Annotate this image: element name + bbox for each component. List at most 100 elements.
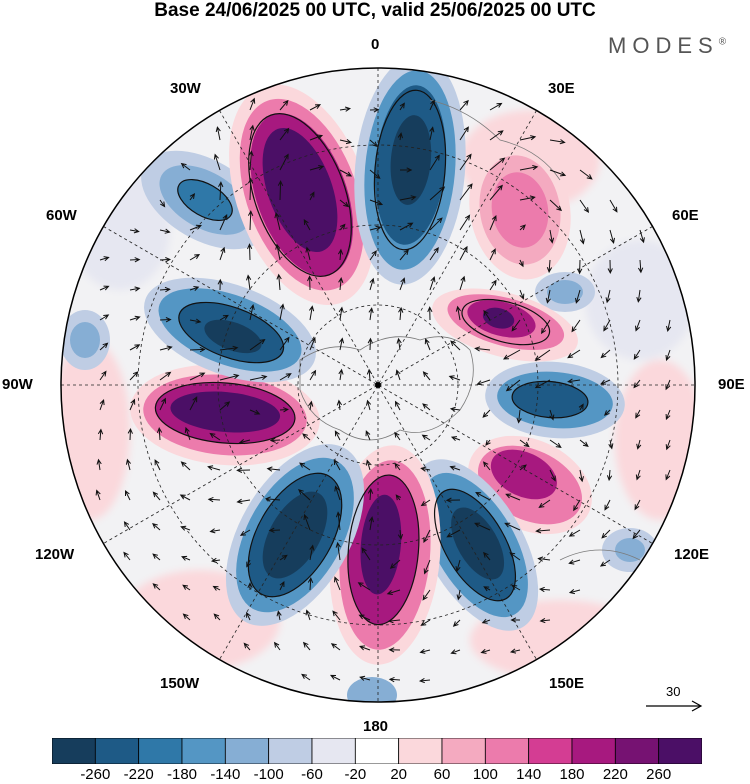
wind-arrow	[459, 245, 468, 261]
wind-arrow	[189, 372, 206, 381]
colorbar-swatch	[52, 738, 96, 764]
wind-arrow	[279, 554, 288, 561]
coastlines	[299, 99, 641, 561]
wind-arrow	[579, 439, 589, 448]
wind-arrow	[247, 210, 254, 231]
wind-arrow	[427, 306, 433, 321]
wind-arrow	[236, 467, 251, 473]
wind-arrow	[338, 337, 345, 351]
wind-arrow	[159, 345, 173, 351]
colorbar-swatch	[224, 738, 270, 764]
wind-arrow	[519, 195, 536, 201]
wind-arrow	[571, 319, 581, 333]
wind-arrow	[357, 582, 371, 591]
wind-arrow	[578, 403, 584, 411]
wind-arrow	[269, 437, 281, 443]
wind-arrow	[429, 154, 440, 171]
wind-arrow	[394, 431, 401, 441]
wind-arrow	[549, 469, 556, 482]
wind-arrow	[368, 516, 374, 531]
wind-arrow	[395, 494, 402, 501]
wind-arrow	[189, 346, 206, 353]
wind-arrow	[339, 106, 352, 112]
reference-vector-arrow	[646, 700, 703, 712]
colorbar-tick-label: 100	[472, 766, 498, 783]
wind-arrow	[474, 346, 491, 352]
wind-arrow	[489, 279, 497, 291]
wind-arrow	[395, 369, 401, 381]
colorbar-swatch	[484, 738, 530, 764]
wind-arrow	[397, 132, 403, 141]
colorbar-swatch	[268, 738, 313, 764]
wind-arrow	[243, 642, 251, 651]
wind-arrow	[420, 499, 431, 507]
wind-arrow	[665, 349, 671, 362]
wind-arrow	[152, 583, 161, 591]
wind-arrow	[549, 439, 562, 449]
wind-arrow	[422, 403, 431, 411]
wind-arrow	[249, 97, 256, 111]
wind-arrow	[152, 522, 161, 531]
wind-arrow	[189, 254, 201, 261]
wind-arrow	[279, 127, 290, 141]
wind-arrow	[219, 214, 228, 231]
wind-arrow	[600, 379, 611, 385]
wind-arrow	[210, 557, 221, 564]
wind-arrow	[152, 491, 161, 501]
wind-arrow	[95, 489, 101, 501]
north-pole-marker	[375, 382, 381, 388]
wind-arrow	[209, 528, 221, 534]
wind-arrow	[309, 165, 325, 171]
wind-arrow	[637, 259, 644, 274]
wind-arrow	[489, 215, 497, 231]
wind-arrow	[129, 344, 141, 351]
wind-arrow	[219, 314, 229, 321]
wind-arrow	[483, 551, 491, 561]
colorbar-tick-label: -180	[166, 766, 198, 783]
wind-arrow	[99, 399, 105, 411]
wind-arrow	[159, 286, 171, 293]
colorbar-swatch	[311, 738, 356, 764]
wind-arrow	[129, 286, 141, 292]
colorbar-swatch	[528, 738, 573, 764]
wind-arrow	[338, 276, 344, 291]
colorbar-tick-label: -140	[210, 766, 241, 783]
wind-arrow	[429, 186, 446, 201]
wind-arrow	[476, 379, 491, 386]
wind-arrow	[369, 225, 382, 231]
wind-arrow	[459, 214, 471, 231]
wind-arrow	[609, 199, 618, 213]
wind-arrow	[548, 229, 555, 244]
wind-arrow	[399, 222, 414, 231]
wind-arrow	[247, 243, 253, 261]
wind-arrow	[609, 229, 615, 245]
wind-arrow	[665, 439, 671, 451]
colorbar-swatch	[94, 738, 140, 764]
wind-arrow	[96, 458, 102, 471]
wind-arrow	[239, 529, 251, 536]
wind-arrow	[400, 167, 413, 173]
wind-arrow	[99, 285, 110, 291]
wind-arrow	[309, 369, 317, 381]
wind-arrow	[309, 336, 316, 351]
wind-arrow	[599, 559, 611, 567]
wind-arrow	[305, 246, 311, 261]
colorbar-swatch	[571, 738, 616, 764]
colorbar-labels: -260 -220 -180 -140 -100 -60 -20 20 60 100 140 180 2…	[0, 766, 750, 784]
wind-arrow	[215, 126, 221, 141]
wind-arrow	[509, 552, 521, 561]
wind-arrow	[448, 375, 461, 381]
wind-arrow	[97, 428, 104, 441]
wind-arrow	[568, 529, 581, 537]
wind-arrow	[369, 277, 375, 291]
colorbar-tick-label: 260	[646, 766, 672, 783]
wind-arrow	[298, 489, 311, 501]
wind-arrow	[450, 649, 461, 655]
wind-arrow	[603, 409, 611, 416]
colorbar-swatch	[354, 738, 400, 764]
wind-arrow	[388, 647, 401, 653]
wind-arrow	[608, 439, 614, 450]
wind-arrow	[279, 580, 285, 591]
wind-arrow	[249, 338, 266, 351]
wind-arrow	[279, 336, 290, 351]
